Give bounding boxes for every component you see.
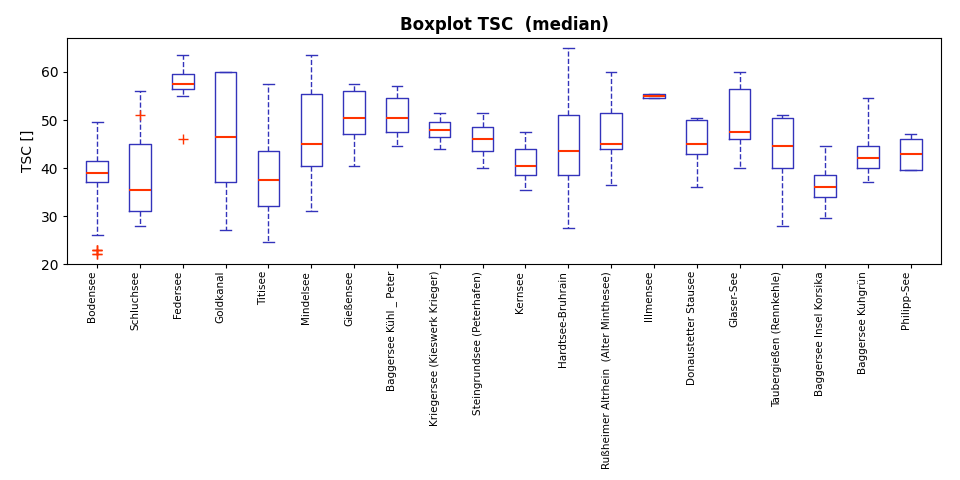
Title: Boxplot TSC  (median): Boxplot TSC (median) <box>399 16 609 34</box>
Y-axis label: TSC []: TSC [] <box>21 130 35 172</box>
